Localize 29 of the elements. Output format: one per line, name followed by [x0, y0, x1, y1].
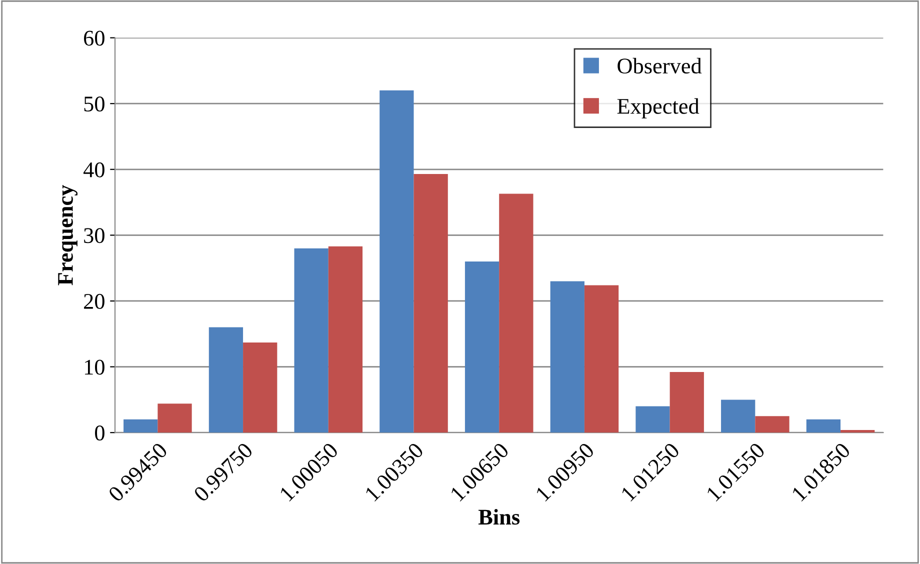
- bar: [208, 327, 244, 433]
- bar: [464, 262, 500, 433]
- y-tick-label: 30: [84, 228, 104, 244]
- bar: [755, 416, 790, 433]
- y-tick-label: 0: [95, 426, 104, 441]
- bar: [721, 400, 756, 433]
- y-tick-label: 40: [83, 162, 104, 178]
- legend-label: Observed: [618, 58, 702, 74]
- x-axis-title: Bins: [478, 509, 520, 525]
- bar: [670, 372, 704, 433]
- y-tick-label: 10: [85, 360, 104, 375]
- y-tick-label: 60: [84, 30, 104, 46]
- bar: [499, 194, 534, 433]
- bar: [380, 90, 414, 433]
- bar: [806, 419, 841, 433]
- bar: [124, 419, 158, 433]
- bar: [243, 342, 278, 433]
- legend-label: Expected: [617, 98, 700, 118]
- bar: [328, 246, 363, 433]
- bar: [158, 404, 192, 433]
- y-tick-label: 20: [84, 294, 104, 309]
- bar: [414, 174, 448, 433]
- bar: [840, 430, 875, 433]
- bar: [584, 285, 619, 433]
- bar: [294, 248, 328, 433]
- bar: [550, 281, 584, 433]
- y-axis-title: Frequency: [58, 184, 78, 286]
- y-tick-label: 50: [84, 96, 104, 112]
- bar: [636, 406, 670, 433]
